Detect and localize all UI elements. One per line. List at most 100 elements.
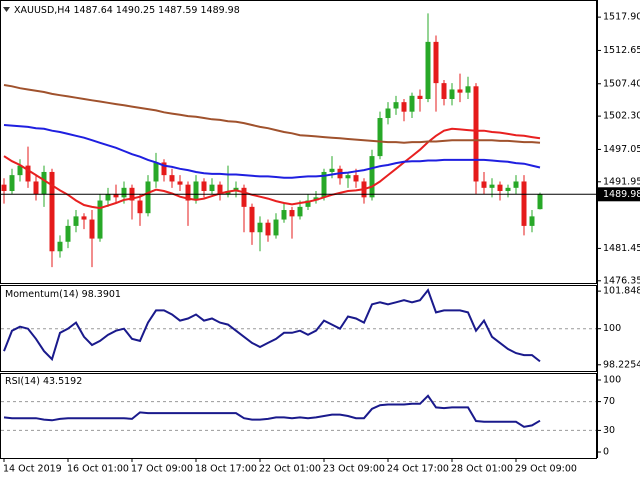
candle-body [217,184,223,195]
momentum-header: Momentum(14) 98.3901 [5,289,121,300]
x-tick-label: 14 Oct 2019 [3,464,62,475]
moving-average [3,84,541,144]
current-price-label: 1489.98 [603,189,640,200]
candle-body [401,102,407,112]
candle-body [281,210,287,220]
candle-body [33,181,39,195]
moving-average [3,127,541,210]
candle-body [425,41,431,99]
candle-body [369,156,375,198]
indicator-value: 43.5192 [43,376,82,387]
candle-body [41,171,47,195]
rsi-header: RSI(14) 43.5192 [5,376,82,387]
candle-body [177,181,183,185]
x-tick-label: 29 Oct 09:00 [515,464,577,475]
candle-body [473,86,479,182]
candle-body [409,95,415,112]
candle-body [297,206,303,217]
candle-body [169,175,175,182]
candle-body [257,222,263,233]
indicator-line [3,288,541,363]
candle-body [433,41,439,84]
x-tick-label: 22 Oct 01:00 [259,464,321,475]
candle-body [81,216,87,220]
candle-body [185,184,191,201]
symbol-header: XAUUSD,H4 1487.64 1490.25 1487.59 1489.9… [14,5,240,16]
x-tick-label: 23 Oct 09:00 [323,464,385,475]
candle-body [513,181,519,188]
candle-body [393,102,399,109]
candle-body [65,225,71,242]
panel-frame [0,373,597,459]
y-tick-label: 101.8487 [603,286,640,297]
y-tick-label: 1507.40 [603,78,640,89]
candle-body [105,194,111,201]
candle-body [377,118,383,157]
y-tick-label: 1481.45 [603,243,640,254]
candle-body [161,162,167,176]
candle-body [505,187,511,191]
y-tick-label: 98.2254 [603,359,640,370]
y-tick-label: 1491.95 [603,176,640,187]
candle-body [57,241,63,252]
candle-body [265,222,271,236]
candle-body [481,181,487,188]
current-price-box [597,187,640,202]
y-tick-label: 70 [603,396,615,407]
candle-body [1,184,7,191]
symbol: XAUUSD,H4 [14,5,70,16]
y-tick-label: 100 [603,374,621,385]
candle-body [241,187,247,207]
moving-average [3,124,541,179]
y-tick-label: 30 [603,425,615,436]
candle-body [273,219,279,236]
candle-body [441,83,447,99]
candle-body [345,175,351,179]
x-tick-label: 18 Oct 17:00 [195,464,257,475]
candle-body [457,89,463,93]
candle-body [25,165,31,182]
candle-body [385,108,391,119]
x-tick-label: 17 Oct 09:00 [131,464,193,475]
candle-body [465,86,471,93]
x-tick-label: 28 Oct 01:00 [451,464,513,475]
candle-body [321,171,327,198]
candle-body [489,184,495,188]
panel-frame [0,0,597,284]
candle-body [121,187,127,198]
candle-body [305,200,311,207]
open-price: 1487.64 [74,5,113,16]
candle-body [153,162,159,182]
candle-body [49,171,55,252]
candle-body [17,165,23,176]
candle-body [529,216,535,226]
candle-body [97,200,103,239]
y-tick-label: 1512.65 [603,45,640,56]
candle-body [9,175,15,191]
candle-body [537,194,543,210]
x-tick-label: 24 Oct 17:00 [387,464,449,475]
y-tick-label: 0 [603,447,609,458]
candle-body [521,181,527,226]
candle-body [289,210,295,217]
y-tick-label: 1497.05 [603,144,640,155]
y-tick-label: 1517.90 [603,12,640,23]
close-price: 1489.98 [200,5,239,16]
candle-body [89,219,95,239]
candle-body [497,184,503,191]
indicator-name: RSI(14) [5,376,40,387]
candle-body [249,206,255,233]
candle-body [201,181,207,191]
high-price: 1490.25 [116,5,155,16]
indicator-name: Momentum(14) [5,289,79,300]
panel-frame [0,285,597,372]
candle-body [145,181,151,214]
candle-body [73,216,79,226]
collapse-icon [3,7,10,12]
indicator-line [3,394,541,428]
y-tick-label: 1476.35 [603,275,640,286]
